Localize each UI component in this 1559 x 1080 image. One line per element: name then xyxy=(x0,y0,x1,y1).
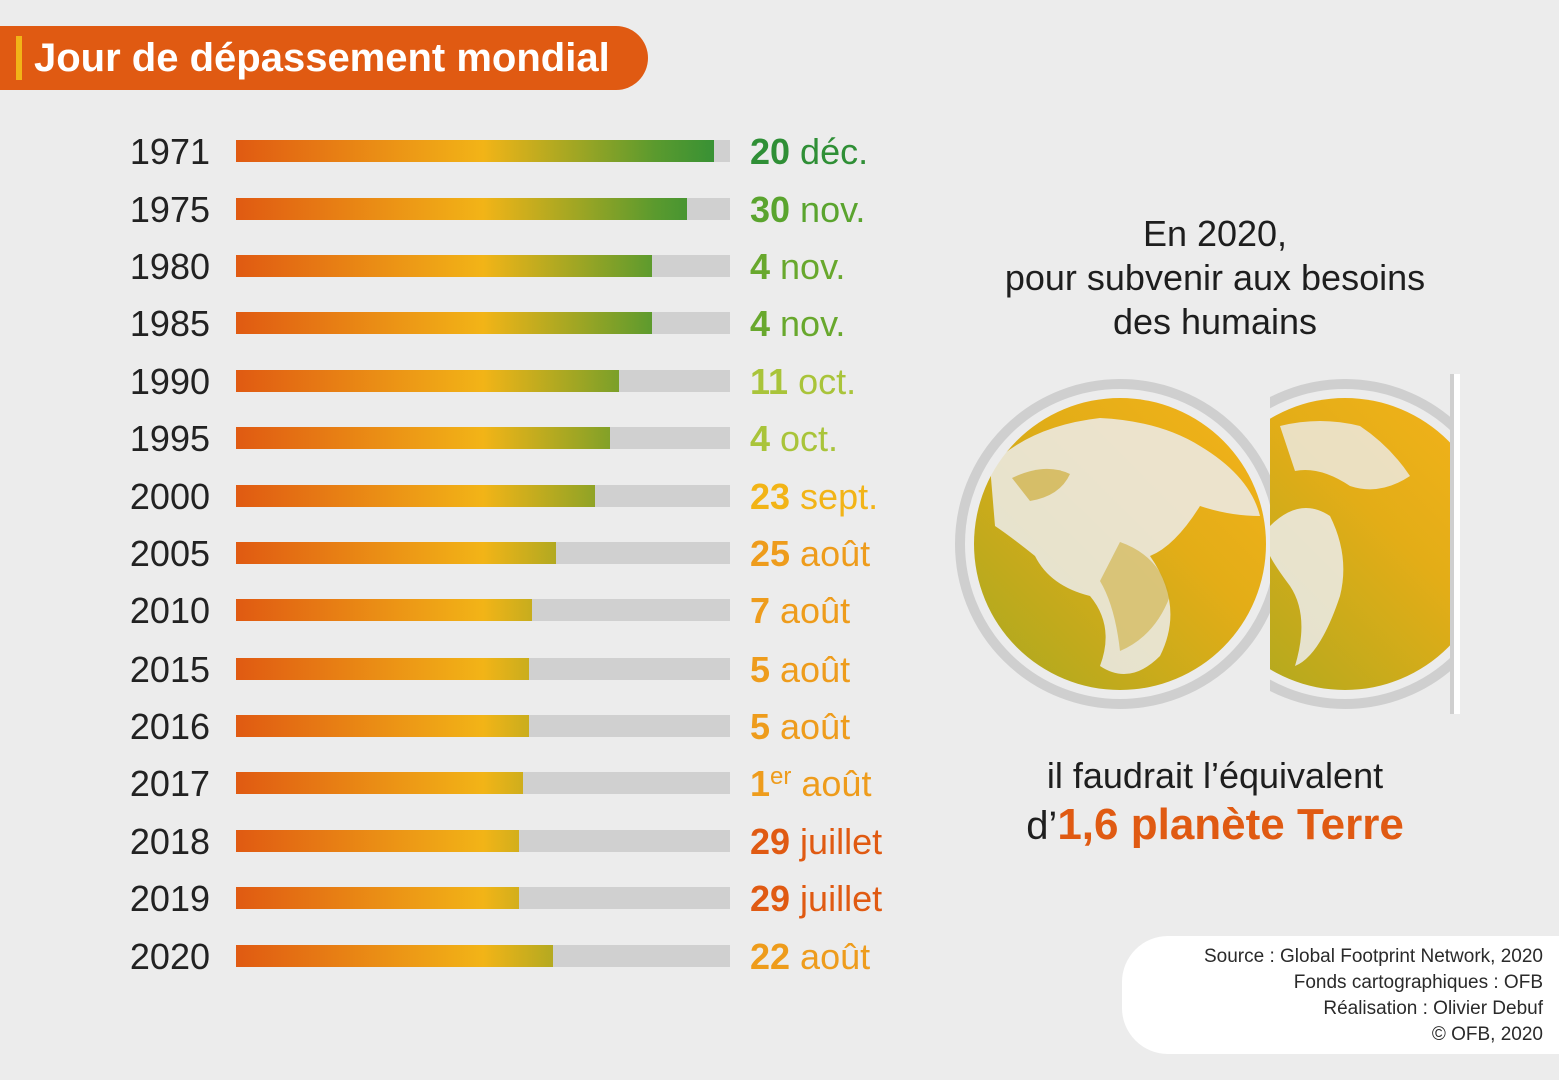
bar xyxy=(236,198,687,220)
date-label: 25 août xyxy=(750,533,870,574)
bar xyxy=(236,599,532,621)
bar xyxy=(236,945,553,967)
date-label: 30 nov. xyxy=(750,189,865,230)
page-title: Jour de dépassement mondial xyxy=(34,36,610,80)
date-label: 4 oct. xyxy=(750,418,838,459)
date-label: 5 août xyxy=(750,706,850,747)
date-label: 29 juillet xyxy=(750,821,882,862)
title-banner: Jour de dépassement mondial xyxy=(0,26,648,90)
source-line-2: Fonds cartographiques : OFB xyxy=(1293,972,1543,993)
date-label: 7 août xyxy=(750,590,850,631)
bar xyxy=(236,830,519,852)
message-line-1: En 2020, xyxy=(1142,213,1288,254)
title-accent-mark xyxy=(16,36,22,80)
bar xyxy=(236,887,519,909)
year-label: 1980 xyxy=(130,246,210,287)
message-intro: En 2020, pour subvenir aux besoins des h… xyxy=(940,212,1490,344)
message-line-2: pour subvenir aux besoins xyxy=(1004,257,1426,298)
message-result-prefix: d’ xyxy=(1026,804,1058,848)
year-label: 2017 xyxy=(130,763,210,804)
bar xyxy=(236,312,652,334)
date-label: 5 août xyxy=(750,649,850,690)
overshoot-bar-chart: 1971 20 déc. 1975 30 nov. 1980 4 nov. 1985 4 no… xyxy=(130,131,882,977)
bar xyxy=(236,772,523,794)
year-label: 2005 xyxy=(130,533,210,574)
year-label: 2019 xyxy=(130,878,210,919)
bar xyxy=(236,140,714,162)
year-label: 1985 xyxy=(130,303,210,344)
date-label: 4 nov. xyxy=(750,246,845,287)
message-line-4: il faudrait l’équivalent xyxy=(1046,755,1384,796)
date-label: 1er août xyxy=(750,763,871,804)
year-label: 1990 xyxy=(130,361,210,402)
date-label: 29 juillet xyxy=(750,878,882,919)
source-line-1: Source : Global Footprint Network, 2020 xyxy=(1203,946,1543,967)
year-label: 2015 xyxy=(130,649,210,690)
year-label: 2010 xyxy=(130,590,210,631)
year-label: 1975 xyxy=(130,189,210,230)
year-label: 1971 xyxy=(130,131,210,172)
date-label: 22 août xyxy=(750,936,870,977)
bar xyxy=(236,485,595,507)
bar xyxy=(236,715,529,737)
date-label: 11 oct. xyxy=(750,361,856,402)
date-label: 4 nov. xyxy=(750,303,845,344)
date-label: 20 déc. xyxy=(750,131,868,172)
message-line-3: des humains xyxy=(1112,301,1318,342)
date-label: 23 sept. xyxy=(750,476,878,517)
bar xyxy=(236,427,610,449)
year-label: 2000 xyxy=(130,476,210,517)
bar xyxy=(236,255,652,277)
bar xyxy=(236,370,619,392)
source-box: Source : Global Footprint Network, 2020 … xyxy=(1122,936,1559,1054)
message-result: d’1,6 planète Terre xyxy=(940,800,1490,851)
source-line-3: Réalisation : Olivier Debuf xyxy=(1323,998,1543,1019)
year-label: 2018 xyxy=(130,821,210,862)
bar xyxy=(236,542,556,564)
source-line-4: © OFB, 2020 xyxy=(1431,1024,1543,1045)
year-label: 2020 xyxy=(130,936,210,977)
message-result-highlight: 1,6 planète Terre xyxy=(1057,800,1404,849)
year-label: 2016 xyxy=(130,706,210,747)
earth-globes-icon xyxy=(955,374,1460,714)
year-label: 1995 xyxy=(130,418,210,459)
bar xyxy=(236,658,529,680)
